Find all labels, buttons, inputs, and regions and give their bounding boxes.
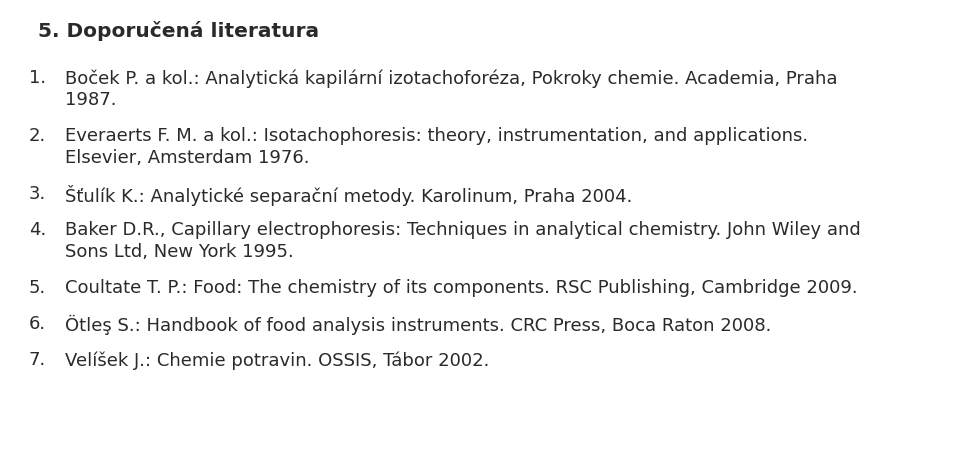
Text: 4.: 4.: [29, 221, 46, 239]
Text: 6.: 6.: [29, 315, 46, 333]
Text: 5.: 5.: [29, 279, 46, 297]
Text: 3.: 3.: [29, 185, 46, 203]
Text: Elsevier, Amsterdam 1976.: Elsevier, Amsterdam 1976.: [65, 149, 310, 167]
Text: 1987.: 1987.: [65, 91, 117, 109]
Text: Šťulík K.: Analytické separační metody. Karolinum, Praha 2004.: Šťulík K.: Analytické separační metody. …: [65, 185, 633, 206]
Text: 1.: 1.: [29, 69, 46, 87]
Text: 2.: 2.: [29, 127, 46, 145]
Text: Baker D.R., Capillary electrophoresis: Techniques in analytical chemistry. John : Baker D.R., Capillary electrophoresis: T…: [65, 221, 861, 239]
Text: Ötleş S.: Handbook of food analysis instruments. CRC Press, Boca Raton 2008.: Ötleş S.: Handbook of food analysis inst…: [65, 315, 772, 335]
Text: 5. Doporučená literatura: 5. Doporučená literatura: [38, 21, 320, 41]
Text: Sons Ltd, New York 1995.: Sons Ltd, New York 1995.: [65, 243, 294, 261]
Text: Boček P. a kol.: Analytická kapilární izotachoforéza, Pokroky chemie. Academia, : Boček P. a kol.: Analytická kapilární iz…: [65, 69, 838, 88]
Text: 7.: 7.: [29, 351, 46, 369]
Text: Coultate T. P.: Food: The chemistry of its components. RSC Publishing, Cambridge: Coultate T. P.: Food: The chemistry of i…: [65, 279, 858, 297]
Text: Velíšek J.: Chemie potravin. OSSIS, Tábor 2002.: Velíšek J.: Chemie potravin. OSSIS, Tábo…: [65, 351, 490, 370]
Text: Everaerts F. M. a kol.: Isotachophoresis: theory, instrumentation, and applicati: Everaerts F. M. a kol.: Isotachophoresis…: [65, 127, 808, 145]
